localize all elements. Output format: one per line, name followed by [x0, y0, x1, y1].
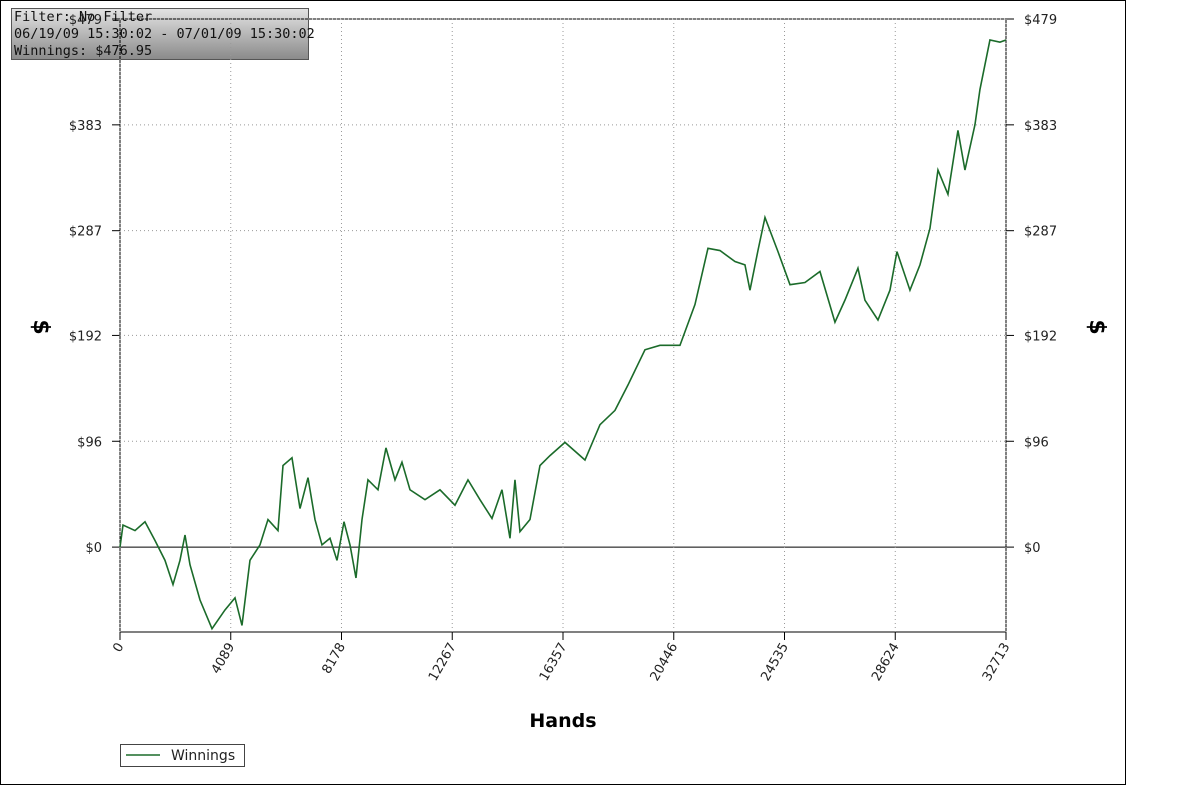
y2-tick-label: $0 — [1024, 541, 1041, 556]
y2-axis-label: $ — [1084, 319, 1109, 334]
y-tick-label: $192 — [69, 329, 102, 344]
frame — [0, 0, 1126, 785]
filter: Filter: No Filter — [14, 9, 152, 25]
x-axis-label: Hands — [529, 710, 596, 732]
y-axis-label: $ — [28, 319, 53, 334]
winnings: Winnings: $476.95 — [14, 43, 152, 59]
y2-tick-label: $96 — [1024, 435, 1049, 450]
y-tick-label: $383 — [69, 119, 102, 134]
series-line — [119, 38, 1007, 631]
y-tick-label: $479 — [69, 13, 102, 28]
y-tick-label: $287 — [69, 225, 102, 240]
y2-tick-label: $383 — [1024, 119, 1057, 134]
y2-tick-label: $479 — [1024, 13, 1057, 28]
y-tick-label: $96 — [77, 435, 102, 450]
y2-tick-label: $192 — [1024, 329, 1057, 344]
legend-label: Winnings — [171, 748, 235, 764]
y-tick-label: $0 — [85, 541, 102, 556]
y2-tick-label: $287 — [1024, 225, 1057, 240]
period: 06/19/09 15:30:02 - 07/01/09 15:30:02 — [14, 26, 315, 42]
info-box — [11, 8, 309, 60]
legend-box — [120, 744, 245, 767]
